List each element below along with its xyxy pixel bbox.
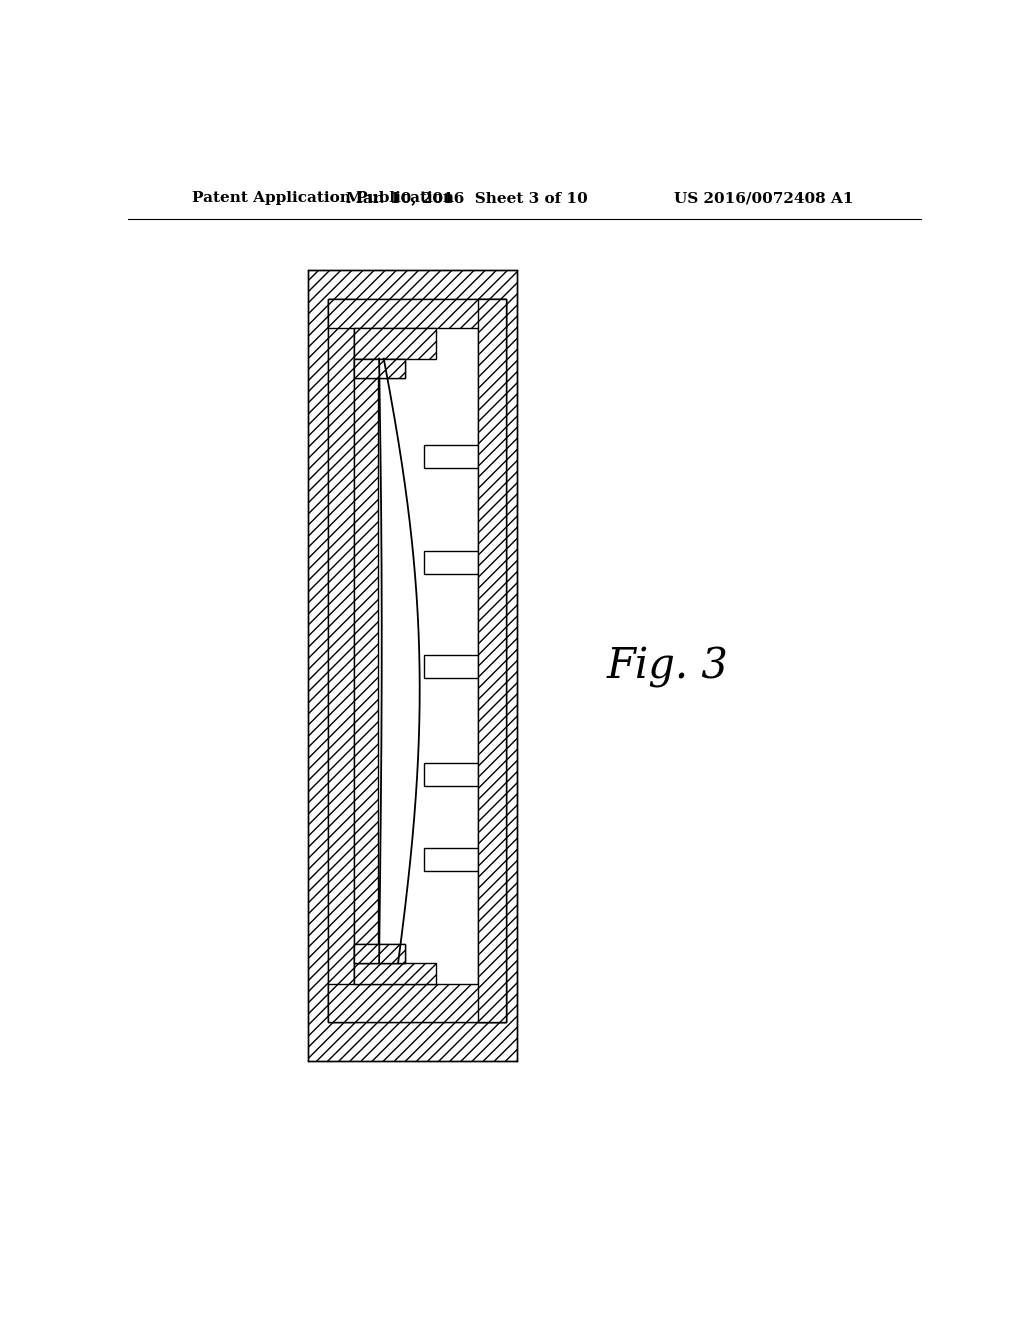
Bar <box>354 359 406 378</box>
Bar <box>328 298 354 1022</box>
Bar <box>328 298 506 1022</box>
Bar <box>328 983 506 1022</box>
Bar <box>424 445 478 469</box>
Text: Patent Application Publication: Patent Application Publication <box>193 191 455 206</box>
Bar <box>354 964 436 983</box>
Bar <box>424 763 478 785</box>
Bar <box>354 327 436 359</box>
Bar <box>308 271 517 1061</box>
Bar <box>354 359 406 378</box>
Bar <box>424 763 478 785</box>
Bar <box>424 445 478 469</box>
Bar <box>424 552 478 574</box>
Bar <box>478 298 506 1022</box>
Bar <box>354 327 378 983</box>
Bar <box>354 944 406 964</box>
Bar <box>424 655 478 678</box>
Text: US 2016/0072408 A1: US 2016/0072408 A1 <box>674 191 853 206</box>
Bar <box>328 298 506 327</box>
Bar <box>424 552 478 574</box>
Bar <box>424 847 478 871</box>
Bar <box>424 655 478 678</box>
Bar <box>478 298 506 1022</box>
Text: Mar. 10, 2016  Sheet 3 of 10: Mar. 10, 2016 Sheet 3 of 10 <box>346 191 588 206</box>
Bar <box>424 847 478 871</box>
Text: Fig. 3: Fig. 3 <box>607 645 729 688</box>
Bar <box>354 944 406 964</box>
